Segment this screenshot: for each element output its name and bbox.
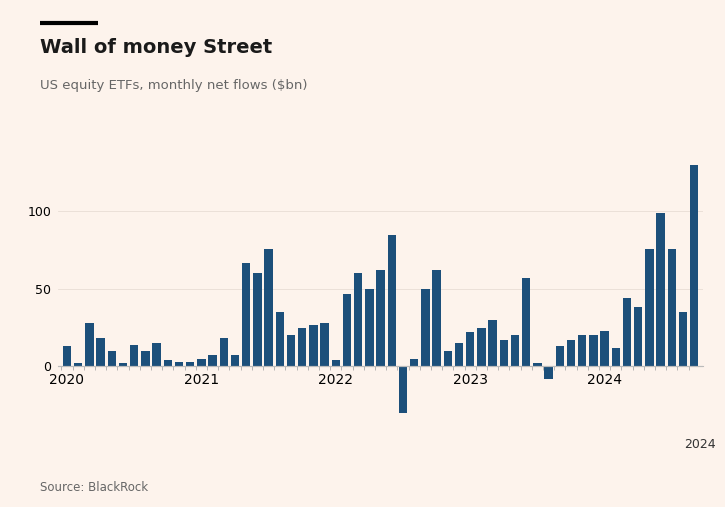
Bar [578, 335, 587, 367]
Bar [399, 367, 407, 413]
Bar [130, 345, 138, 367]
Bar [489, 320, 497, 367]
Bar [186, 361, 194, 367]
Bar [141, 351, 149, 367]
Bar [220, 339, 228, 367]
Text: US equity ETFs, monthly net flows ($bn): US equity ETFs, monthly net flows ($bn) [40, 79, 307, 92]
Bar [645, 248, 654, 367]
Bar [343, 294, 351, 367]
Bar [600, 331, 609, 367]
Bar [522, 278, 531, 367]
Bar [152, 343, 161, 367]
Bar [309, 324, 318, 367]
Bar [511, 335, 519, 367]
Bar [197, 358, 206, 367]
Bar [208, 355, 217, 367]
Bar [634, 308, 642, 367]
Bar [265, 248, 273, 367]
Bar [500, 340, 508, 367]
Bar [544, 367, 553, 379]
Bar [679, 312, 687, 367]
Bar [107, 351, 116, 367]
Bar [421, 289, 430, 367]
Bar [298, 328, 307, 367]
Bar [534, 363, 542, 367]
Bar [623, 298, 631, 367]
Bar [388, 235, 396, 367]
Bar [589, 335, 597, 367]
Text: Source: BlackRock: Source: BlackRock [40, 481, 148, 494]
Bar [690, 165, 698, 367]
Bar [455, 343, 463, 367]
Bar [231, 355, 239, 367]
Bar [354, 273, 362, 367]
Bar [287, 335, 295, 367]
Bar [555, 346, 564, 367]
Text: Wall of money Street: Wall of money Street [40, 38, 272, 57]
Text: 2024: 2024 [684, 439, 716, 451]
Bar [253, 273, 262, 367]
Bar [612, 348, 620, 367]
Bar [477, 328, 486, 367]
Bar [410, 358, 418, 367]
Bar [444, 351, 452, 367]
Bar [242, 263, 250, 367]
Bar [276, 312, 284, 367]
Bar [175, 361, 183, 367]
Bar [119, 363, 127, 367]
Bar [164, 360, 172, 367]
Bar [331, 360, 340, 367]
Bar [567, 340, 575, 367]
Bar [432, 270, 441, 367]
Bar [63, 346, 71, 367]
Bar [85, 323, 94, 367]
Bar [96, 339, 105, 367]
Bar [656, 213, 665, 367]
Bar [365, 289, 373, 367]
Bar [376, 270, 385, 367]
Bar [320, 323, 329, 367]
Bar [466, 332, 474, 367]
Bar [668, 248, 676, 367]
Bar [74, 363, 83, 367]
